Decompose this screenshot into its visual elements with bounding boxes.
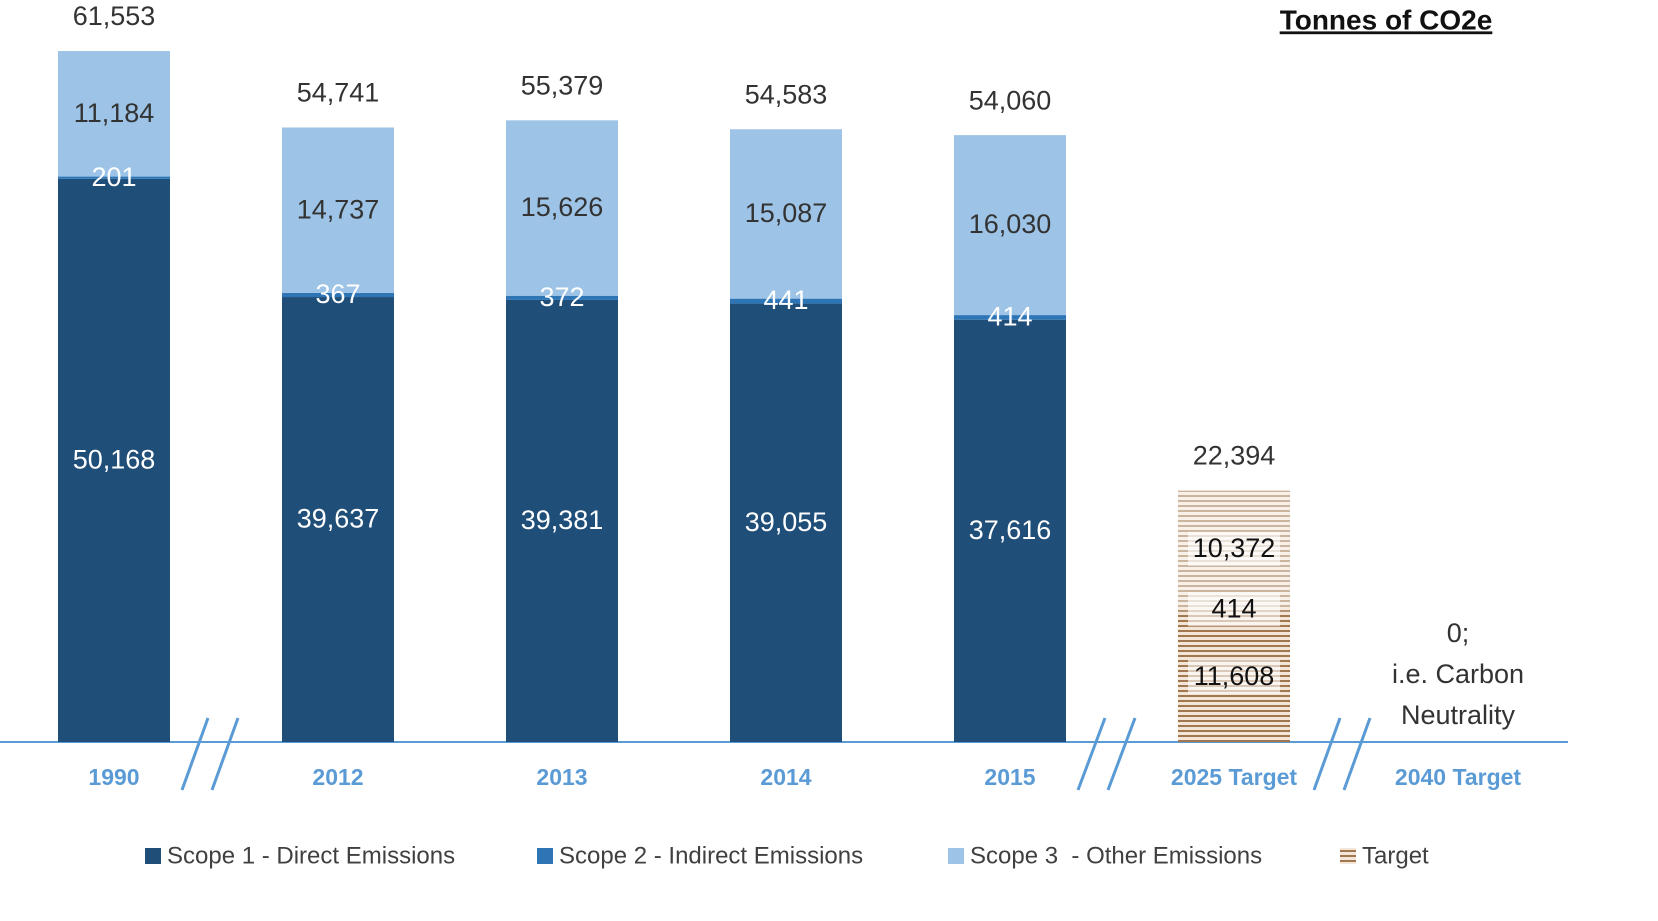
label-background [1188, 659, 1280, 694]
x-tick-label: 2015 [984, 764, 1035, 790]
bar-segment [58, 51, 170, 177]
data-label: 14,737 [297, 194, 380, 224]
bar-segment [506, 120, 618, 296]
data-label: 10,372 [1193, 533, 1276, 563]
total-label: 22,394 [1193, 441, 1276, 471]
total-label: 0; [1447, 618, 1470, 648]
bar-segment [282, 127, 394, 293]
legend-label: Scope 2 - Indirect Emissions [559, 842, 863, 869]
bar-segment [730, 129, 842, 299]
bar-segment [282, 297, 394, 742]
bar-segment [506, 295, 618, 300]
annotation: Neutrality [1401, 700, 1516, 730]
bar-segment [730, 303, 842, 742]
chart: Tonnes of CO2e 1990 50,168 201 11,184 61,553… [0, 1, 1568, 869]
legend-swatch [948, 848, 964, 864]
legend-swatch [1340, 848, 1356, 864]
bar-segment [506, 299, 618, 742]
x-tick-label: 2012 [312, 764, 363, 790]
x-tick-label: 2040 Target [1395, 764, 1521, 790]
data-label: 414 [1211, 593, 1256, 623]
bar-segment [58, 178, 170, 743]
legend-swatch [537, 848, 553, 864]
data-label: 50,168 [73, 445, 156, 475]
data-label: 441 [763, 285, 808, 315]
bar-segment [730, 298, 842, 304]
data-label: 39,381 [521, 505, 604, 535]
total-label: 61,553 [73, 1, 156, 31]
bar-segment [954, 135, 1066, 316]
legend-label: Scope 1 - Direct Emissions [167, 842, 455, 869]
data-label: 39,637 [297, 504, 380, 534]
data-label: 11,608 [1194, 661, 1275, 691]
legend-label: Target [1362, 842, 1429, 869]
data-label: 372 [539, 282, 584, 312]
total-label: 54,060 [969, 85, 1052, 115]
label-background [1188, 592, 1280, 627]
x-tick-label: 2013 [536, 764, 587, 790]
annotation: i.e. Carbon [1392, 659, 1524, 689]
bar-segment [58, 176, 170, 179]
data-label: 414 [987, 302, 1032, 332]
data-label: 16,030 [969, 209, 1052, 239]
legend-swatch [145, 848, 161, 864]
bar-segment [954, 319, 1066, 742]
data-label: 201 [91, 162, 136, 192]
data-label: 37,616 [969, 515, 1052, 545]
legend-label: Scope 3 - Other Emissions [970, 842, 1262, 869]
axis-breaks [180, 717, 1372, 791]
chart-title: Tonnes of CO2e [1280, 4, 1493, 35]
total-label: 55,379 [521, 70, 604, 100]
total-label: 54,583 [745, 79, 828, 109]
label-background [1188, 531, 1280, 566]
data-label: 11,184 [74, 98, 155, 128]
total-label: 54,741 [297, 78, 380, 108]
x-tick-label: 2025 Target [1171, 764, 1297, 790]
x-tick-label: 1990 [88, 764, 139, 790]
data-label: 39,055 [745, 507, 828, 537]
bar-segment [954, 315, 1066, 320]
x-tick-label: 2014 [760, 764, 811, 790]
bar-segment [282, 292, 394, 298]
data-label: 15,087 [745, 198, 828, 228]
data-label: 367 [315, 279, 360, 309]
data-label: 15,626 [521, 192, 604, 222]
